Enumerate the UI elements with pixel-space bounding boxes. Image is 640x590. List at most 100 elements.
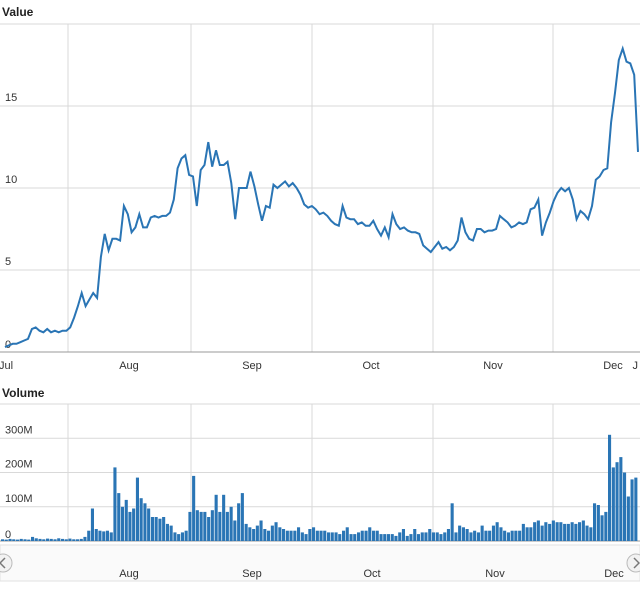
volume-bar (593, 503, 597, 541)
value-grid (0, 23, 640, 353)
volume-bar (162, 517, 166, 541)
volume-bar (300, 532, 304, 541)
volume-bar (544, 522, 548, 541)
volume-bar (83, 536, 87, 541)
volume-bar (401, 529, 405, 541)
scroll-left-button[interactable] (0, 553, 13, 573)
volume-y-tick-label: 200M (5, 459, 33, 471)
volume-bar (23, 539, 27, 541)
volume-grid (0, 403, 640, 582)
volume-bar (150, 517, 154, 541)
volume-bar (42, 539, 46, 541)
volume-bar (323, 530, 327, 541)
volume-bar (293, 530, 297, 541)
volume-pane-title: Volume (2, 386, 45, 400)
volume-bar (394, 535, 398, 541)
volume-bar (484, 530, 488, 541)
volume-bar (525, 527, 529, 541)
volume-bar (158, 518, 162, 541)
volume-bar (255, 525, 259, 541)
value-y-tick-label: 15 (5, 92, 17, 104)
scroll-right-button[interactable] (626, 553, 640, 573)
volume-bar (379, 534, 383, 541)
volume-bar (604, 511, 608, 541)
volume-bar (109, 532, 113, 541)
volume-bar (64, 539, 68, 541)
volume-bar (263, 529, 267, 541)
volume-bar (476, 532, 480, 541)
volume-bar (431, 532, 435, 541)
volume-bar (488, 530, 492, 541)
volume-bar (4, 539, 8, 541)
volume-bar (192, 475, 196, 541)
volume-bar (327, 532, 331, 541)
volume-bar (330, 532, 334, 541)
volume-x-tick-label: Nov (485, 568, 505, 580)
volume-bar (222, 494, 226, 541)
volume-bar (357, 532, 361, 541)
volume-bar (608, 434, 612, 541)
value-x-tick-label: Aug (119, 360, 139, 372)
volume-bar (589, 527, 593, 541)
volume-bar (132, 508, 136, 541)
volume-bar (368, 527, 372, 541)
volume-bar (533, 522, 537, 541)
volume-bar (439, 534, 443, 541)
volume-bar (383, 534, 387, 541)
volume-x-tick-label: Dec (604, 568, 624, 580)
volume-bar (113, 467, 117, 541)
volume-bar (315, 530, 319, 541)
volume-bar (465, 529, 469, 541)
volume-bar (195, 510, 199, 541)
volume-bar (128, 511, 132, 541)
volume-bar (353, 534, 357, 541)
volume-bar (398, 532, 402, 541)
volume-bar (518, 530, 522, 541)
volume-bar (154, 517, 158, 541)
volume-bar (570, 522, 574, 541)
volume-bar (563, 523, 567, 541)
volume-bar (503, 530, 507, 541)
volume-bar (61, 538, 65, 541)
volume-y-tick-label: 0 (5, 529, 11, 541)
volume-bar (278, 527, 282, 541)
volume-bar (375, 530, 379, 541)
volume-bar (446, 529, 450, 541)
volume-x-tick-label: Aug (119, 568, 139, 580)
volume-bar (342, 530, 346, 541)
volume-bar (548, 523, 552, 541)
volume-bar (53, 539, 57, 541)
volume-bar (244, 523, 248, 541)
value-x-tick-label: Jul (0, 360, 13, 372)
volume-bar (536, 520, 540, 541)
volume-bar (214, 494, 218, 541)
volume-bar (98, 530, 102, 541)
volume-bar (270, 525, 274, 541)
volume-bar (491, 525, 495, 541)
volume-bar (364, 530, 368, 541)
value-series-line (4, 45, 639, 349)
volume-bar (210, 510, 214, 541)
volume-x-axis: Aug Sep Oct Nov Dec (119, 568, 624, 580)
volume-bar (27, 539, 31, 541)
volume-bar (540, 525, 544, 541)
volume-bar (289, 530, 293, 541)
volume-bar (566, 523, 570, 541)
volume-bar (177, 534, 181, 541)
volume-bar (308, 529, 312, 541)
volume-bar (285, 530, 289, 541)
value-x-tick-label: J (633, 360, 639, 372)
volume-bar (304, 534, 308, 541)
volume-bar (49, 538, 53, 541)
volume-bar (506, 532, 510, 541)
volume-bar (611, 467, 615, 541)
volume-bar (585, 525, 589, 541)
volume-bar (57, 538, 61, 541)
navigator-strip[interactable] (0, 544, 640, 582)
volume-bar (424, 532, 428, 541)
volume-bar (38, 538, 42, 541)
volume-bar (473, 530, 477, 541)
volume-bar (623, 472, 627, 541)
volume-bar (297, 527, 301, 541)
